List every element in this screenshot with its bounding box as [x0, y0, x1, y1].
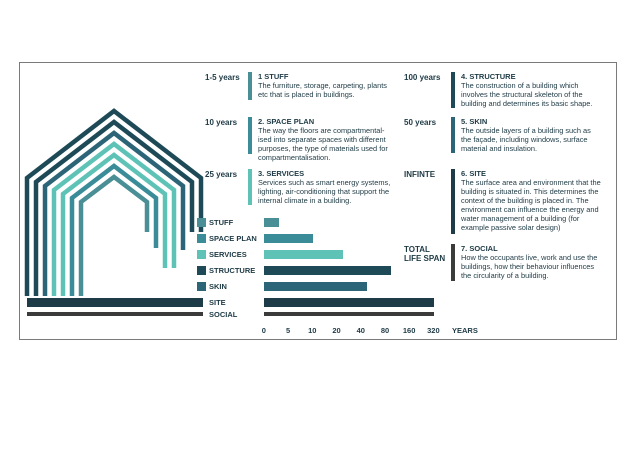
bar-label-structure: STRUCTURE — [209, 266, 256, 275]
desc-services: Services such as smart energy systems, l… — [258, 178, 391, 205]
title-site: 6. SITE — [461, 169, 487, 178]
duration-structure: 100 years — [404, 73, 441, 82]
bar-label-site: SITE — [209, 298, 226, 307]
duration-social: TOTAL LIFE SPAN — [404, 245, 446, 263]
title-skin: 5. SKIN — [461, 117, 488, 126]
x-tick-label: 160 — [402, 326, 416, 335]
house-outline-structure — [24, 108, 204, 232]
bar-skin — [264, 282, 368, 291]
swatch-structure — [451, 72, 455, 108]
bar-site — [264, 298, 434, 307]
bar-label-services: SERVICES — [209, 250, 247, 259]
legend-swatch-stuff — [197, 218, 206, 227]
duration-skin: 50 years — [404, 118, 437, 127]
bar-space-plan — [264, 234, 313, 243]
duration-site: INFINTE — [404, 170, 436, 179]
swatch-stuff — [248, 72, 252, 100]
desc-structure: The construction of a building which inv… — [461, 81, 593, 108]
x-tick-label: 320 — [427, 326, 440, 335]
desc-social: How the occupants live, work and use the… — [461, 253, 598, 280]
legend-swatch-services — [197, 250, 206, 259]
diagram-frame — [19, 62, 617, 340]
bar-label-skin: SKIN — [209, 282, 227, 291]
house-outline-skin — [42, 130, 186, 250]
house-outline-space-plan — [69, 163, 159, 248]
x-tick-label: 40 — [356, 326, 365, 335]
title-structure: 4. STRUCTURE — [461, 72, 516, 81]
x-axis-label: YEARS — [452, 326, 478, 335]
bar-services — [264, 250, 343, 259]
desc-site: The surface area and environment that th… — [461, 178, 601, 232]
bar-label-social: SOCIAL — [209, 310, 238, 319]
house-outline-structure-2 — [33, 119, 195, 232]
bar-structure — [264, 266, 392, 275]
bar-label-space-plan: SPACE PLAN — [209, 234, 257, 243]
duration-services: 25 years — [205, 170, 238, 179]
x-tick-label: 10 — [308, 326, 317, 335]
house-outline-services — [51, 141, 177, 268]
swatch-site — [451, 169, 455, 234]
desc-skin: The outside layers of a building such as… — [461, 126, 591, 153]
bar-label-stuff: STUFF — [209, 218, 234, 227]
title-space-plan: 2. SPACE PLAN — [258, 117, 315, 126]
legend-swatch-skin — [197, 282, 206, 291]
title-stuff: 1 STUFF — [258, 72, 289, 81]
title-services: 3. SERVICES — [258, 169, 305, 178]
bar-social — [264, 312, 434, 316]
duration-space-plan: 10 years — [205, 118, 238, 127]
legend-swatch-structure — [197, 266, 206, 275]
swatch-skin — [451, 117, 455, 153]
ground-site-line — [27, 298, 203, 307]
house-outline-stuff — [78, 174, 150, 232]
x-tick-label: 20 — [332, 326, 341, 335]
ground-social-line — [27, 312, 203, 316]
swatch-social — [451, 244, 455, 281]
swatch-services — [248, 169, 252, 205]
title-social: 7. SOCIAL — [461, 244, 498, 253]
duration-stuff: 1-5 years — [205, 73, 240, 82]
desc-stuff: The furniture, storage, carpeting, plant… — [258, 81, 387, 99]
x-tick-label: 0 — [261, 326, 266, 335]
swatch-space-plan — [248, 117, 252, 154]
x-tick-label: 5 — [286, 326, 291, 335]
legend-swatch-space-plan — [197, 234, 206, 243]
house-outline-services-2 — [60, 152, 168, 268]
desc-space-plan: The way the floors are compartmental-ise… — [258, 126, 388, 162]
bar-stuff — [264, 218, 279, 227]
x-tick-label: 80 — [380, 326, 390, 335]
